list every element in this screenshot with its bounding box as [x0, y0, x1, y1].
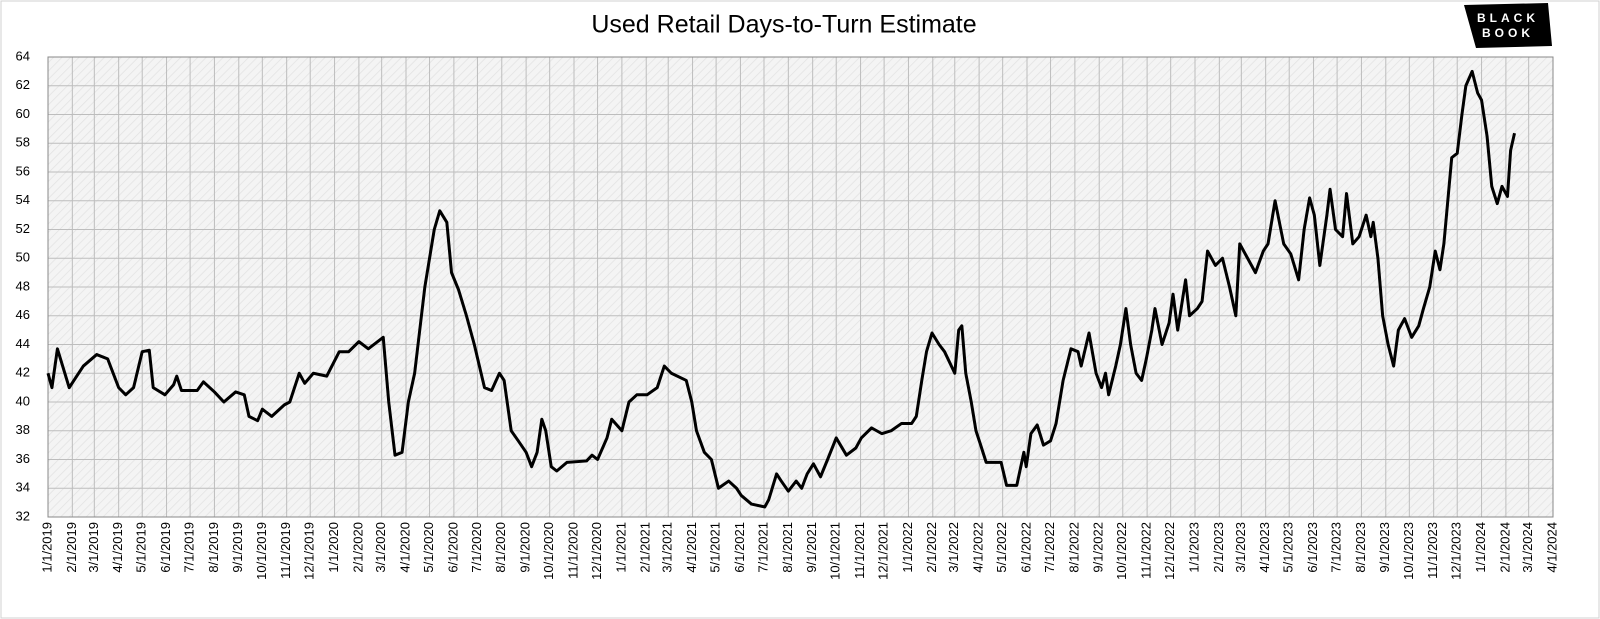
x-tick-label: 6/1/2021 — [732, 522, 747, 573]
logo-text: BOOK — [1482, 26, 1534, 40]
logo-badge — [1464, 3, 1552, 48]
x-tick-label: 9/1/2019 — [230, 522, 245, 573]
x-tick-label: 3/1/2019 — [86, 522, 101, 573]
x-tick-label: 11/1/2020 — [565, 522, 580, 579]
x-tick-label: 6/1/2020 — [445, 522, 460, 573]
y-tick-label: 52 — [16, 221, 30, 236]
x-tick-label: 6/1/2019 — [158, 522, 173, 573]
x-tick-label: 10/1/2019 — [254, 522, 269, 580]
x-tick-label: 1/1/2022 — [900, 522, 915, 573]
y-tick-label: 44 — [16, 336, 30, 351]
x-tick-label: 7/1/2022 — [1042, 522, 1057, 573]
x-tick-label: 4/1/2024 — [1544, 522, 1559, 573]
y-tick-label: 38 — [16, 422, 30, 437]
x-tick-label: 5/1/2020 — [421, 522, 436, 573]
x-tick-label: 10/1/2021 — [828, 522, 843, 580]
y-tick-label: 62 — [16, 77, 30, 92]
x-tick-label: 4/1/2020 — [397, 522, 412, 573]
y-tick-label: 60 — [16, 106, 30, 121]
y-tick-label: 64 — [16, 48, 30, 63]
y-tick-label: 42 — [16, 365, 30, 380]
x-tick-label: 7/1/2020 — [469, 522, 484, 573]
plot-border — [47, 56, 1554, 518]
x-tick-label: 1/1/2019 — [39, 522, 54, 573]
data-line — [46, 69, 1516, 509]
x-tick-label: 1/1/2024 — [1473, 522, 1488, 573]
y-tick-label: 50 — [16, 250, 30, 265]
x-tick-label: 1/1/2023 — [1186, 522, 1201, 573]
x-tick-label: 2/1/2023 — [1211, 522, 1226, 573]
x-tick-label: 10/1/2022 — [1114, 522, 1129, 580]
x-tick-label: 12/1/2023 — [1449, 522, 1464, 580]
x-tick-label: 2/1/2019 — [64, 522, 79, 573]
x-tick-label: 9/1/2021 — [804, 522, 819, 573]
x-tick-label: 7/1/2019 — [182, 522, 197, 573]
x-tick-label: 2/1/2022 — [924, 522, 939, 573]
y-tick-label: 46 — [16, 307, 30, 322]
chart-title: Used Retail Days-to-Turn Estimate — [591, 11, 976, 39]
x-tick-label: 8/1/2021 — [780, 522, 795, 573]
y-tick-label: 48 — [16, 278, 30, 293]
x-tick-label: 4/1/2021 — [684, 522, 699, 573]
x-tick-label: 5/1/2023 — [1281, 522, 1296, 573]
x-tick-label: 5/1/2019 — [134, 522, 149, 573]
y-tick-label: 54 — [16, 192, 30, 207]
x-tick-label: 12/1/2020 — [589, 522, 604, 580]
x-tick-label: 3/1/2024 — [1520, 522, 1535, 573]
y-tick-label: 56 — [16, 163, 30, 178]
x-tick-label: 3/1/2023 — [1233, 522, 1248, 573]
x-tick-label: 4/1/2023 — [1257, 522, 1272, 573]
x-tick-label: 12/1/2021 — [876, 522, 891, 580]
x-tick-label: 2/1/2021 — [638, 522, 653, 573]
y-tick-label: 36 — [16, 451, 30, 466]
x-tick-label: 7/1/2023 — [1329, 522, 1344, 573]
x-tick-label: 4/1/2022 — [971, 522, 986, 573]
x-tick-label: 4/1/2019 — [110, 522, 125, 573]
x-tick-label: 8/1/2020 — [493, 522, 508, 573]
x-tick-label: 12/1/2019 — [302, 522, 317, 580]
x-tick-label: 8/1/2022 — [1066, 522, 1081, 573]
x-tick-label: 8/1/2023 — [1353, 522, 1368, 573]
y-tick-label: 40 — [16, 393, 30, 408]
x-tick-label: 9/1/2023 — [1377, 522, 1392, 573]
x-tick-label: 3/1/2022 — [946, 522, 961, 573]
x-tick-label: 6/1/2023 — [1305, 522, 1320, 573]
x-tick-label: 2/1/2024 — [1497, 522, 1512, 573]
x-tick-label: 1/1/2020 — [326, 522, 341, 573]
logo-text: BLACK — [1477, 11, 1539, 25]
x-tick-label: 11/1/2021 — [852, 522, 867, 579]
x-tick-label: 12/1/2022 — [1162, 522, 1177, 580]
y-tick-label: 58 — [16, 135, 30, 150]
x-tick-label: 9/1/2022 — [1091, 522, 1106, 573]
x-tick-label: 2/1/2020 — [350, 522, 365, 573]
x-tick-label: 6/1/2022 — [1018, 522, 1033, 573]
x-tick-label: 10/1/2023 — [1401, 522, 1416, 580]
x-tick-label: 5/1/2021 — [708, 522, 723, 573]
x-tick-label: 11/1/2022 — [1139, 522, 1154, 579]
x-tick-label: 5/1/2022 — [994, 522, 1009, 573]
x-tick-label: 11/1/2019 — [278, 522, 293, 579]
y-tick-label: 34 — [16, 480, 30, 495]
x-tick-label: 3/1/2021 — [660, 522, 675, 573]
x-tick-label: 3/1/2020 — [373, 522, 388, 573]
y-tick-label: 32 — [16, 508, 30, 523]
x-tick-label: 7/1/2021 — [755, 522, 770, 573]
x-tick-label: 11/1/2023 — [1425, 522, 1440, 579]
x-tick-label: 1/1/2021 — [613, 522, 628, 573]
x-tick-label: 8/1/2019 — [206, 522, 221, 573]
x-tick-label: 10/1/2020 — [541, 522, 556, 580]
logo: BLACK BOOK — [1464, 3, 1552, 48]
x-tick-label: 9/1/2020 — [518, 522, 533, 573]
